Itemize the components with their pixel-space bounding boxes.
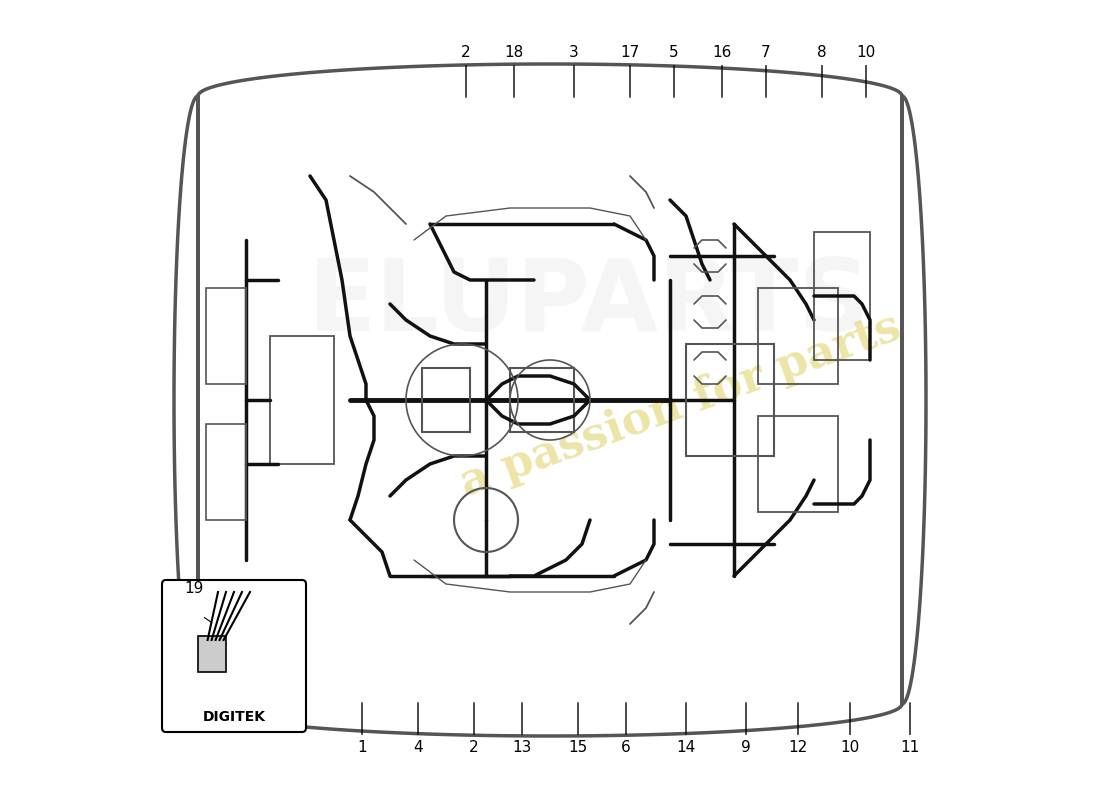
- Text: 8: 8: [817, 45, 827, 98]
- Text: 19: 19: [185, 581, 204, 596]
- FancyBboxPatch shape: [198, 636, 226, 672]
- Text: 2: 2: [461, 45, 471, 98]
- Text: 1: 1: [358, 702, 366, 755]
- Text: 4: 4: [414, 702, 422, 755]
- FancyBboxPatch shape: [162, 580, 306, 732]
- Text: 17: 17: [620, 45, 639, 98]
- Text: DIGITEK: DIGITEK: [202, 710, 265, 724]
- Text: 13: 13: [513, 702, 531, 755]
- Text: 10: 10: [840, 702, 859, 755]
- Text: 14: 14: [676, 702, 695, 755]
- Text: 11: 11: [901, 702, 920, 755]
- Text: 16: 16: [713, 45, 732, 98]
- Text: 12: 12: [789, 702, 807, 755]
- Text: 6: 6: [621, 702, 631, 755]
- Text: 15: 15: [569, 702, 587, 755]
- Text: 18: 18: [505, 45, 524, 98]
- Text: 5: 5: [669, 45, 679, 98]
- Text: 7: 7: [761, 45, 771, 98]
- Text: ELUPARTS: ELUPARTS: [308, 255, 871, 353]
- Text: a passion for parts: a passion for parts: [454, 306, 906, 505]
- Text: 10: 10: [857, 45, 876, 98]
- Text: 9: 9: [741, 702, 751, 755]
- Text: 3: 3: [569, 45, 579, 98]
- Text: 2: 2: [470, 702, 478, 755]
